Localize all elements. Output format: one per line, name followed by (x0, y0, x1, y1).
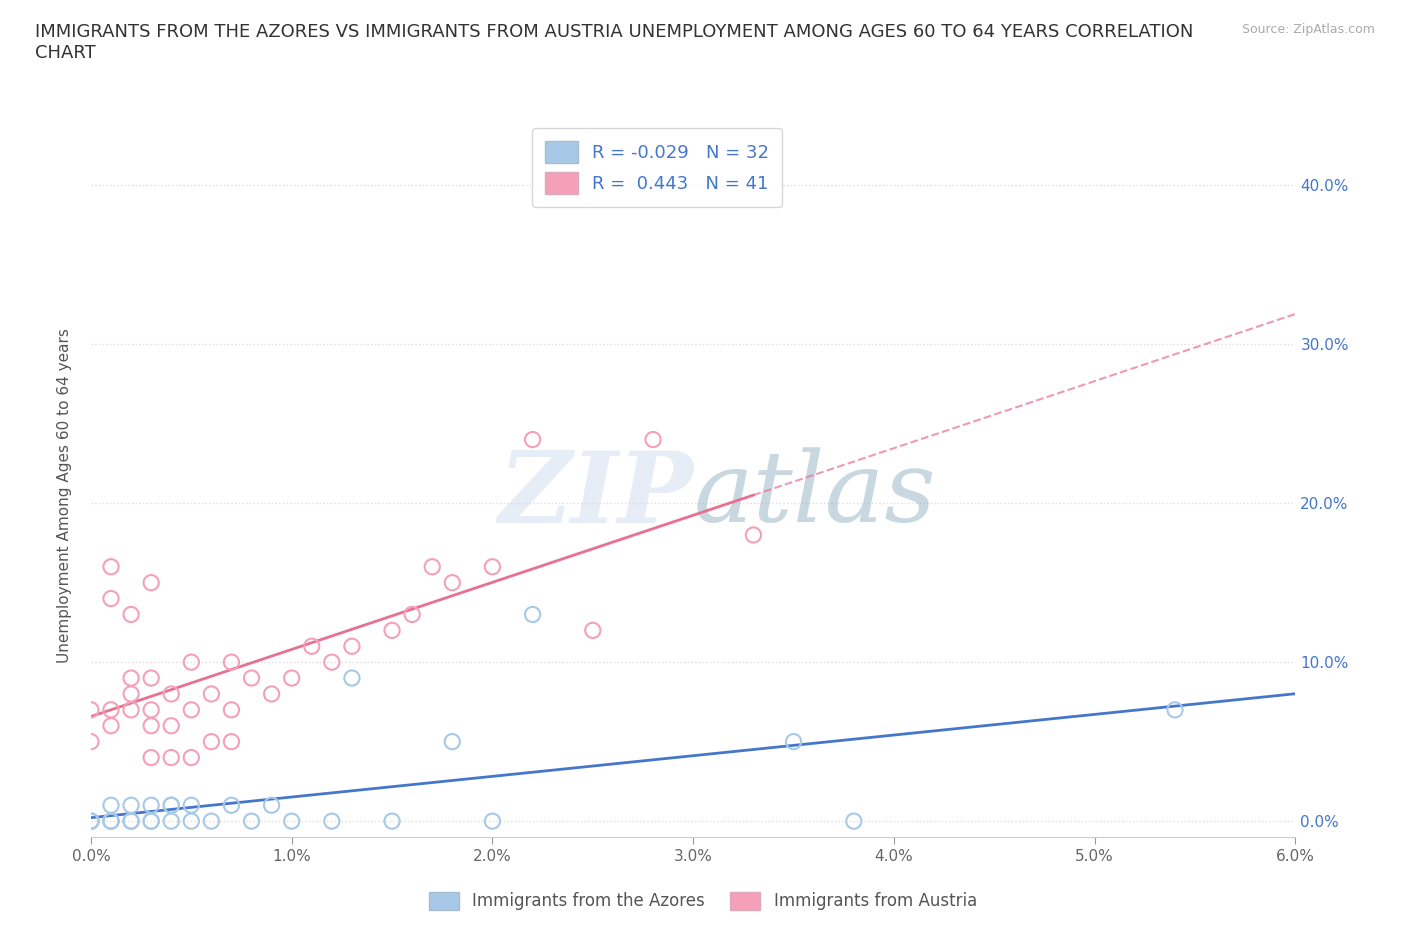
Text: ZIP: ZIP (498, 447, 693, 543)
Point (100, 814, 122, 829)
Point (120, 814, 142, 829)
Point (782, 734, 804, 749)
Point (120, 671, 142, 685)
Legend: Immigrants from the Azores, Immigrants from Austria: Immigrants from the Azores, Immigrants f… (422, 885, 984, 917)
Point (280, 814, 302, 829)
Point (582, 623, 605, 638)
Point (240, 814, 263, 829)
Point (1164, 702, 1187, 717)
Point (221, 702, 243, 717)
Point (321, 814, 343, 829)
Point (160, 718, 183, 733)
Point (120, 814, 142, 829)
Point (120, 607, 142, 622)
Point (100, 718, 122, 733)
Point (100, 591, 122, 606)
Point (141, 814, 163, 829)
Point (160, 798, 183, 813)
Point (120, 798, 142, 813)
Point (141, 718, 163, 733)
Point (221, 655, 243, 670)
Point (100, 559, 122, 574)
Point (80, 814, 103, 829)
Point (141, 798, 163, 813)
Point (340, 671, 363, 685)
Point (160, 814, 183, 829)
Point (200, 814, 222, 829)
Point (100, 814, 122, 829)
Y-axis label: Unemployment Among Ages 60 to 64 years: Unemployment Among Ages 60 to 64 years (58, 327, 72, 663)
Point (80, 702, 103, 717)
Point (141, 751, 163, 765)
Point (80, 814, 103, 829)
Point (481, 559, 503, 574)
Point (340, 639, 363, 654)
Point (180, 814, 202, 829)
Point (381, 814, 404, 829)
Point (160, 751, 183, 765)
Point (401, 607, 423, 622)
Text: atlas: atlas (693, 447, 936, 543)
Point (301, 639, 323, 654)
Point (522, 432, 544, 447)
Text: Source: ZipAtlas.com: Source: ZipAtlas.com (1241, 23, 1375, 36)
Point (100, 702, 122, 717)
Legend: R = -0.029   N = 32, R =  0.443   N = 41: R = -0.029 N = 32, R = 0.443 N = 41 (533, 128, 782, 206)
Point (200, 734, 222, 749)
Point (381, 623, 404, 638)
Point (180, 702, 202, 717)
Point (141, 702, 163, 717)
Point (200, 686, 222, 701)
Point (221, 798, 243, 813)
Point (141, 671, 163, 685)
Point (120, 686, 142, 701)
Point (321, 655, 343, 670)
Point (260, 686, 283, 701)
Point (141, 576, 163, 591)
Point (160, 798, 183, 813)
Point (180, 655, 202, 670)
Point (240, 671, 263, 685)
Point (80, 734, 103, 749)
Point (641, 432, 664, 447)
Text: IMMIGRANTS FROM THE AZORES VS IMMIGRANTS FROM AUSTRIA UNEMPLOYMENT AMONG AGES 60: IMMIGRANTS FROM THE AZORES VS IMMIGRANTS… (35, 23, 1194, 62)
Point (742, 527, 765, 542)
Point (160, 686, 183, 701)
Point (842, 814, 865, 829)
Point (420, 559, 443, 574)
Point (441, 576, 464, 591)
Point (481, 814, 503, 829)
Point (120, 702, 142, 717)
Point (280, 671, 302, 685)
Point (180, 751, 202, 765)
Point (80, 814, 103, 829)
Point (100, 798, 122, 813)
Point (141, 814, 163, 829)
Point (260, 798, 283, 813)
Point (441, 734, 464, 749)
Point (221, 734, 243, 749)
Point (180, 798, 202, 813)
Point (522, 607, 544, 622)
Point (100, 814, 122, 829)
